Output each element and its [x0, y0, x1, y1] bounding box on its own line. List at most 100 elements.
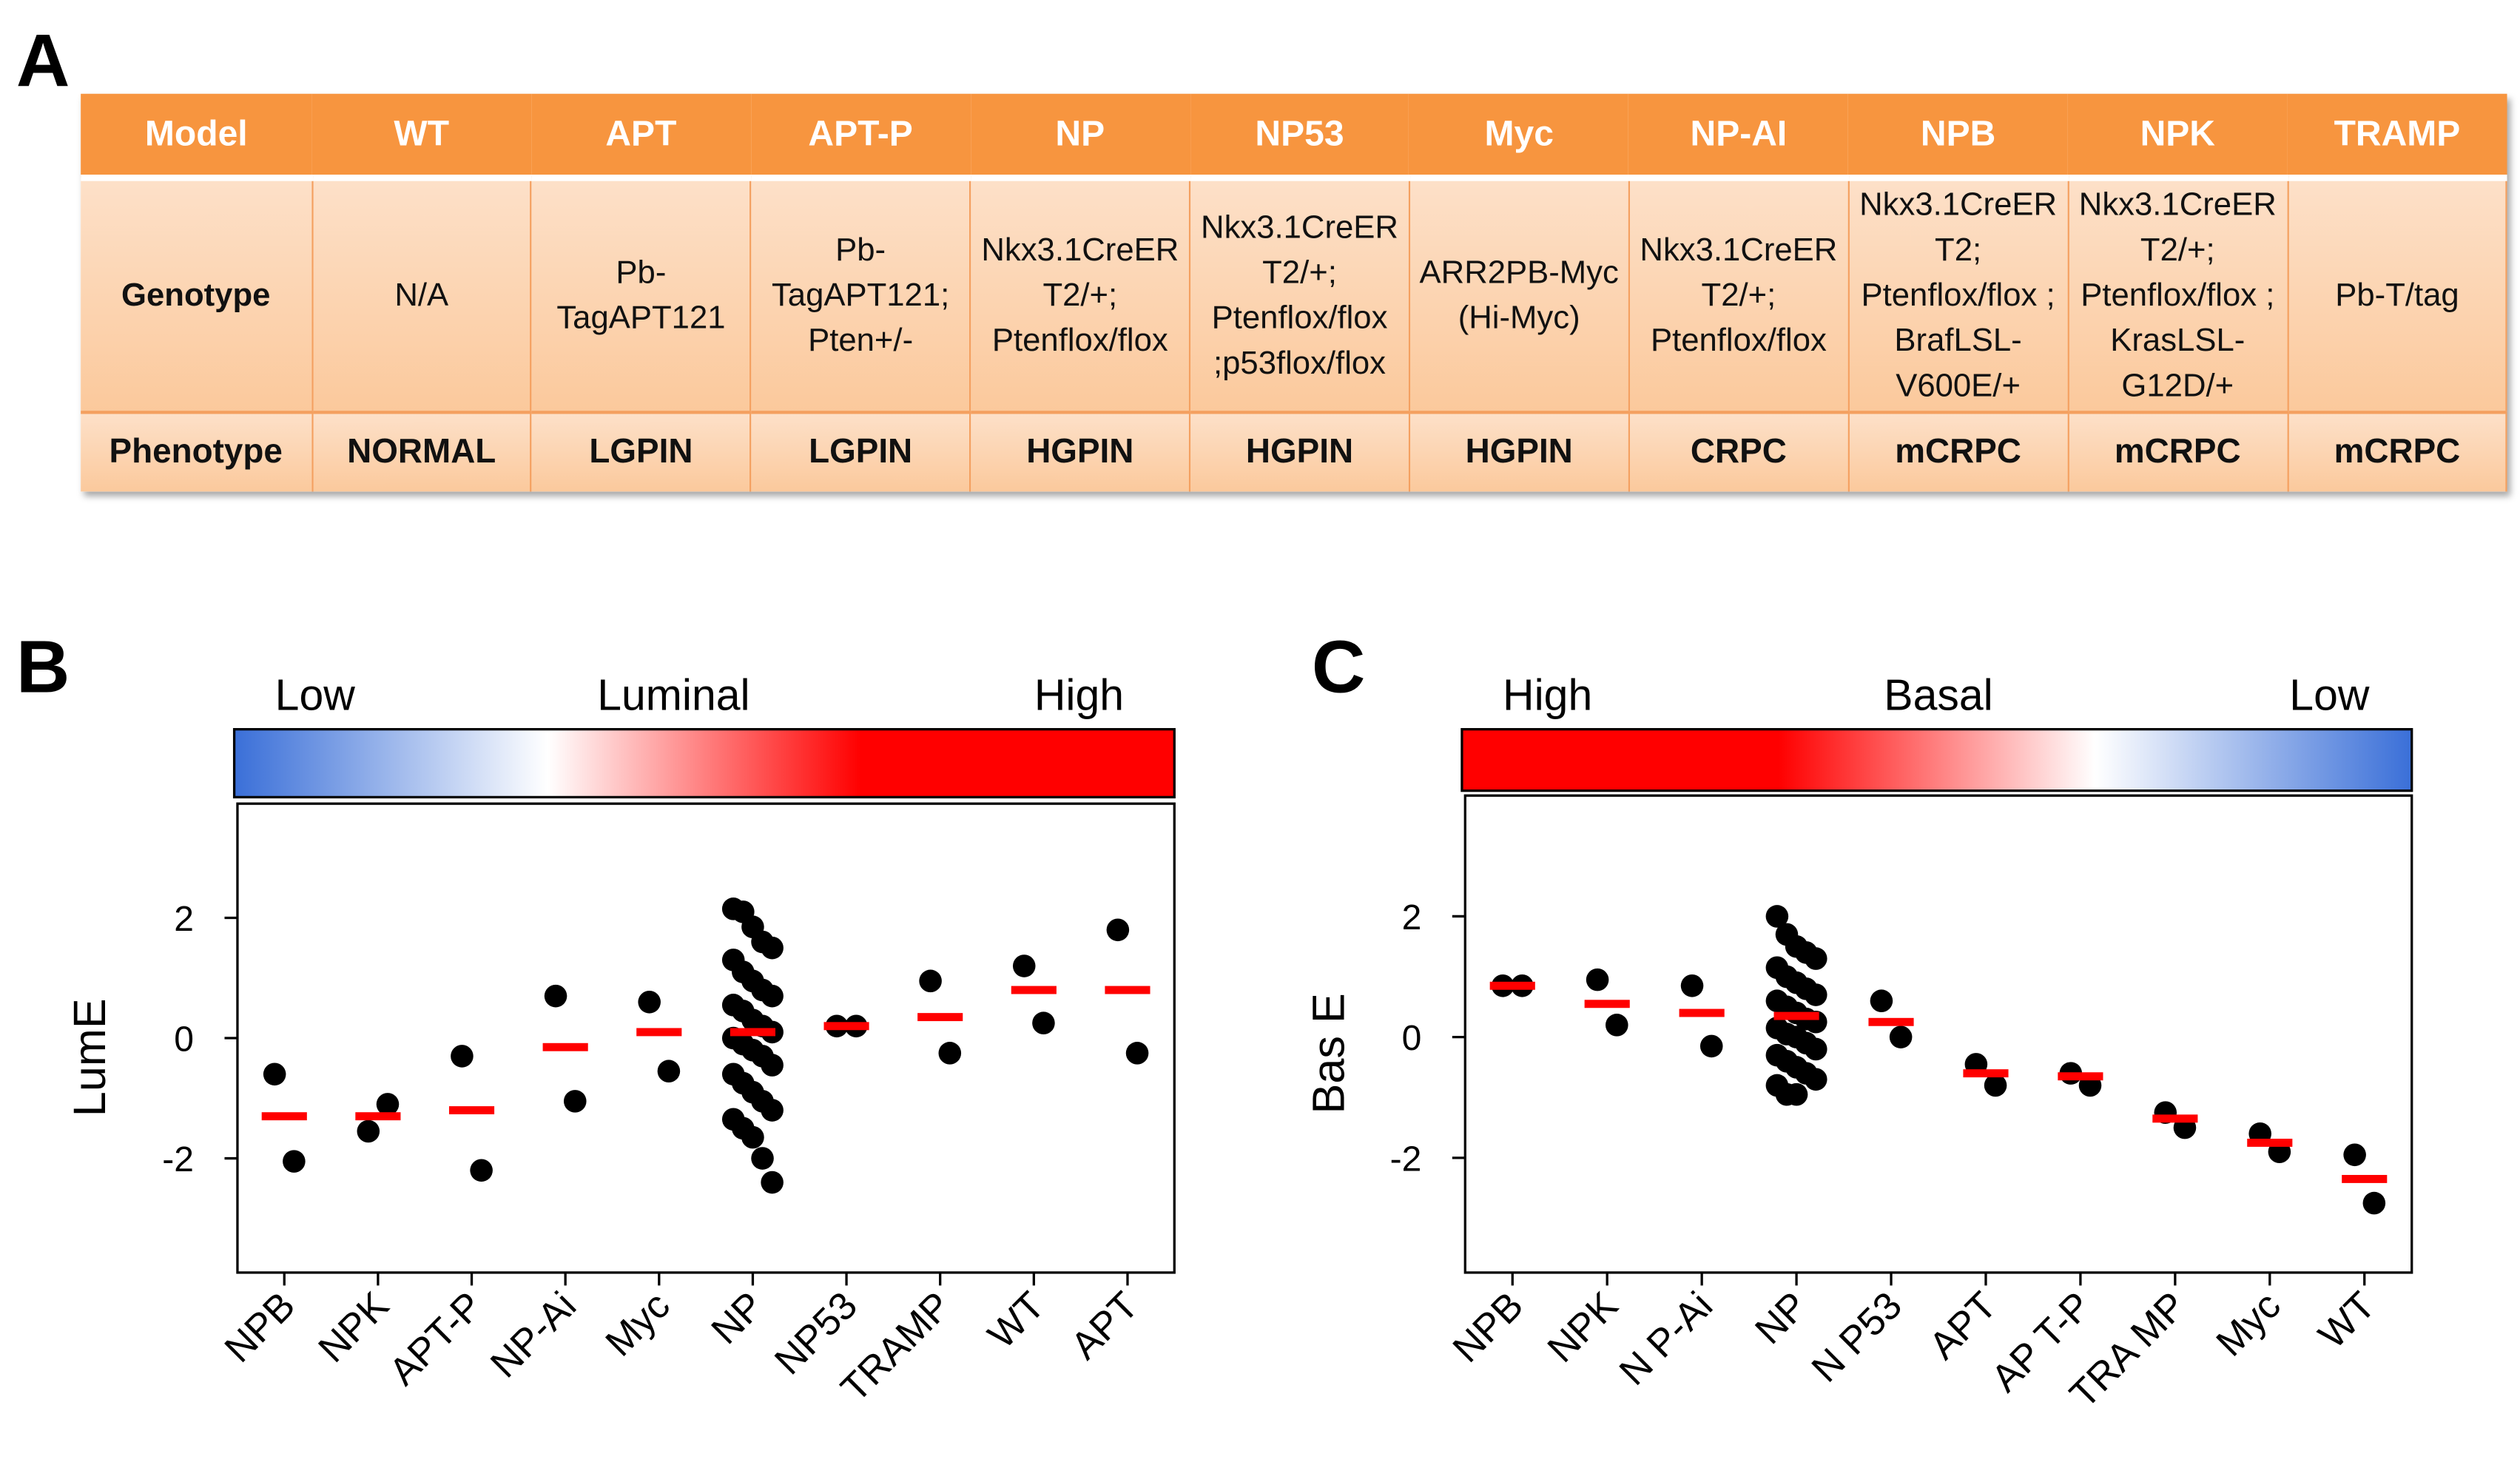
- data-point: [1870, 989, 1893, 1012]
- colorbar-label: Luminal: [597, 671, 749, 719]
- data-point: [263, 1062, 286, 1086]
- x-tick-label: Myc: [598, 1284, 678, 1364]
- x-tick-label: WT: [980, 1284, 1054, 1357]
- data-point: [283, 1150, 306, 1173]
- colorbar-label: Basal: [1884, 671, 1992, 719]
- table-cell: mCRPC: [1848, 412, 2069, 492]
- panel-letter: B: [16, 624, 70, 709]
- colorbar-label: Low: [275, 671, 356, 719]
- y-tick-label: 0: [1402, 1019, 1422, 1058]
- table-cell: Nkx3.1CreERT2/+; Ptenflox/flox ;p53flox/…: [1190, 178, 1410, 414]
- data-point: [1106, 918, 1130, 942]
- data-point: [1984, 1074, 2007, 1097]
- header-cell: NP53: [1190, 93, 1409, 181]
- x-tick-label: APT: [1063, 1284, 1147, 1367]
- table-cell: Nkx3.1CreERT2/+; Ptenflox/flox: [970, 178, 1191, 414]
- y-tick-label: 2: [1402, 898, 1422, 937]
- colorbar: [1461, 727, 2413, 792]
- table-row: Phenotype NORMAL LGPIN LGPIN HGPIN HGPIN HGPIN…: [81, 412, 2508, 492]
- header-cell: WT: [311, 93, 532, 181]
- data-point: [761, 936, 784, 960]
- header-cell: NP-AI: [1628, 93, 1849, 181]
- data-point: [761, 1099, 784, 1122]
- header-cell: APT-P: [750, 93, 971, 181]
- mean-bar: [261, 1112, 307, 1121]
- table-cell: LGPIN: [750, 412, 971, 492]
- mean-bar: [636, 1028, 682, 1037]
- data-point: [741, 1125, 764, 1149]
- mean-bar: [2247, 1139, 2293, 1147]
- table-cell: HGPIN: [1409, 412, 1630, 492]
- y-axis-label: Bas E: [1304, 993, 1354, 1114]
- header-cell: Model: [81, 93, 312, 181]
- mean-bar: [823, 1022, 869, 1031]
- mean-bar: [730, 1028, 775, 1037]
- x-tick-label: NPK: [311, 1284, 397, 1370]
- data-point: [1699, 1034, 1723, 1058]
- x-tick-label: Myc: [2209, 1284, 2289, 1364]
- x-tick-label: WT: [2311, 1284, 2384, 1357]
- y-tick-label: 2: [174, 900, 194, 939]
- table-cell: Pb-TagAPT121; Pten+/-: [750, 178, 971, 414]
- header-cell: NP: [970, 93, 1190, 181]
- mean-bar: [2152, 1114, 2198, 1123]
- header-cell: Myc: [1409, 93, 1629, 181]
- table-cell: CRPC: [1628, 412, 1850, 492]
- data-point: [544, 984, 567, 1008]
- colorbar-label: Low: [2289, 671, 2370, 719]
- data-point: [751, 1147, 774, 1170]
- data-point: [1586, 968, 1609, 991]
- mean-bar: [1679, 1008, 1725, 1017]
- y-tick-label: -2: [162, 1140, 194, 1179]
- table-cell: HGPIN: [1190, 412, 1410, 492]
- table-cell: Nkx3.1CreERT2/+; Ptenflox/flox: [1628, 178, 1850, 414]
- data-point: [761, 1171, 784, 1194]
- mean-bar: [917, 1013, 963, 1022]
- data-point: [1804, 1037, 1827, 1061]
- colorbar-label: High: [1034, 671, 1124, 719]
- table-cell: Nkx3.1CreERT2; Ptenflox/flox ; BrafLSL-V…: [1848, 178, 2069, 414]
- table-cell: mCRPC: [2287, 412, 2508, 492]
- data-point: [1680, 974, 1704, 997]
- header-cell: NPK: [2067, 93, 2288, 181]
- x-tick-label: NPK: [1540, 1284, 1626, 1370]
- data-point: [761, 984, 784, 1008]
- data-point: [761, 1054, 784, 1077]
- data-point: [1804, 947, 1827, 970]
- header-cell: NPB: [1848, 93, 2068, 181]
- data-point: [451, 1045, 474, 1068]
- data-point: [938, 1042, 962, 1065]
- data-point: [1765, 905, 1789, 928]
- colorbar: [232, 727, 1176, 799]
- header-cell: APT: [531, 93, 751, 181]
- mean-bar: [1963, 1069, 2009, 1078]
- y-tick-label: 0: [174, 1020, 194, 1060]
- mean-bar: [1584, 1000, 1630, 1008]
- table-row: Genotype N/A Pb-TagAPT121 Pb-TagAPT121; Pte…: [81, 178, 2508, 414]
- data-point: [1889, 1026, 1913, 1048]
- data-point: [563, 1090, 587, 1113]
- mean-bar: [2342, 1174, 2388, 1183]
- plot-frame: [236, 802, 1176, 1274]
- row-label: Genotype: [81, 178, 313, 414]
- x-tick-label: APT-P: [381, 1284, 491, 1393]
- data-point: [919, 969, 942, 993]
- mean-bar: [1011, 986, 1057, 994]
- header-row: Model WT APT APT-P NP NP53 Myc NP-AI NPB NPK TRAMP: [81, 93, 2507, 181]
- mean-bar: [448, 1106, 495, 1115]
- table-cell: HGPIN: [970, 412, 1191, 492]
- x-tick-label: NPB: [217, 1284, 303, 1370]
- table-cell: Pb-T/tag: [2287, 178, 2508, 414]
- x-tick-label: NP: [704, 1284, 772, 1353]
- data-point: [2343, 1143, 2366, 1167]
- data-point: [1804, 1068, 1827, 1091]
- x-tick-label: N P53: [1804, 1284, 1910, 1390]
- x-tick-label: NPB: [1445, 1284, 1532, 1370]
- table-cell: mCRPC: [2067, 412, 2288, 492]
- data-point: [1125, 1042, 1149, 1065]
- table-cell: N/A: [311, 178, 533, 414]
- data-point: [638, 990, 661, 1014]
